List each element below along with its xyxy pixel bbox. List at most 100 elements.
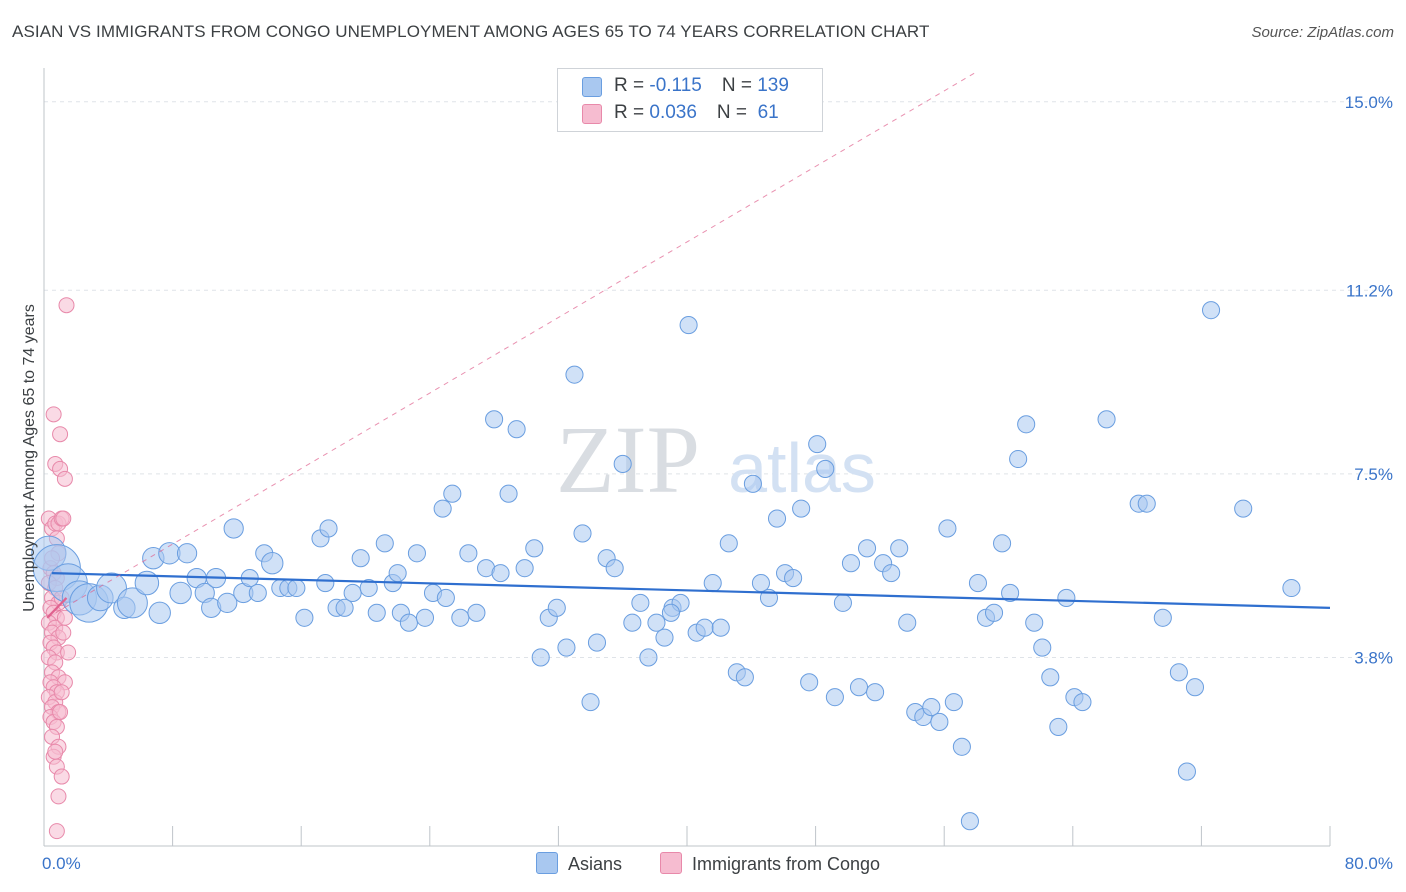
asian-point [1282, 578, 1301, 598]
asian-point [261, 552, 284, 575]
y-tick-label: 11.2% [1346, 281, 1393, 300]
asian-point [1185, 678, 1205, 697]
asian-point [148, 601, 171, 624]
asian-point [359, 578, 378, 598]
asian-point [343, 583, 362, 603]
congo-n-label: N = [716, 102, 753, 123]
asian-point [661, 603, 680, 622]
asian-point [557, 638, 576, 657]
asian-point [399, 613, 418, 632]
asian-point [499, 484, 518, 503]
asian-point [922, 698, 941, 717]
tick-labels: 3.8% 7.5% 11.2% 15.0% 0.0% 80.0% [42, 93, 1393, 873]
asian-point [703, 573, 722, 593]
asian-point [816, 459, 835, 478]
asian-point [116, 587, 148, 619]
asian-point [443, 484, 462, 503]
asian-point [565, 365, 584, 384]
bottom-asians-label: Asians [568, 854, 623, 874]
asian-point [467, 603, 486, 622]
bottom-congo-label: Immigrants from Congo [692, 854, 881, 874]
x-tick-label: 0.0% [42, 854, 81, 873]
asian-point [952, 737, 971, 756]
congo-swatch [582, 104, 602, 124]
congo-point [52, 704, 69, 721]
asian-point [613, 454, 632, 474]
asian-point [767, 509, 787, 528]
asian-point [984, 603, 1004, 622]
asian-point [647, 613, 666, 632]
asian-point [507, 420, 526, 439]
asian-point [993, 534, 1012, 553]
watermark: ZIP atlas [556, 406, 876, 513]
asian-point [581, 693, 600, 712]
asians-r-label: R = [614, 75, 650, 96]
asian-point [1049, 717, 1068, 736]
asian-point [623, 613, 642, 632]
asian-point [743, 474, 762, 493]
asian-point [605, 559, 624, 578]
asian-point [898, 613, 917, 632]
asian-point [375, 534, 394, 553]
asian-point [751, 573, 770, 593]
asian-point [1001, 583, 1020, 603]
watermark-atlas: atlas [728, 429, 876, 507]
asian-point [784, 569, 803, 588]
congo-point [56, 470, 73, 487]
asian-point [930, 712, 949, 732]
bottom-legend-congo: Immigrants from Congo [660, 852, 880, 875]
congo-point [55, 510, 72, 527]
asian-point [525, 539, 544, 558]
asian-point [319, 519, 338, 538]
asian-point [459, 544, 478, 563]
correlation-legend: R = -0.115 N = 139 R = 0.036 N = 61 [557, 68, 823, 132]
asian-point [223, 518, 244, 539]
congo-r-value: 0.036 [649, 102, 697, 123]
asian-point [1097, 410, 1116, 429]
congo-point [60, 644, 77, 661]
asian-point [485, 410, 504, 429]
asian-point [792, 499, 811, 518]
asian-point [176, 543, 198, 564]
asian-point [451, 608, 470, 627]
asians-r-value: -0.115 [649, 75, 702, 96]
asian-point [287, 578, 306, 598]
asian-point [968, 573, 988, 593]
congo-point [53, 684, 70, 701]
y-tick-label: 15.0% [1345, 93, 1393, 112]
asian-point [849, 678, 869, 697]
bottom-legend-asians: Asians [536, 852, 622, 875]
congo-point [45, 406, 62, 423]
trend-lines [46, 71, 1331, 619]
asian-point [547, 598, 566, 617]
asian-trend-line [52, 572, 1331, 609]
asian-point [316, 573, 335, 593]
asian-point [1057, 588, 1076, 607]
y-axis-label: Unemployment Among Ages 65 to 74 years [21, 304, 38, 612]
asian-point [1234, 499, 1253, 518]
asian-point [800, 673, 819, 692]
asian-point [134, 570, 160, 596]
asian-point [695, 618, 714, 637]
asian-point [335, 598, 354, 617]
asian-point [890, 539, 909, 558]
asian-point [587, 633, 607, 652]
asian-point [491, 564, 510, 583]
asian-point [655, 628, 674, 647]
asian-point [1201, 301, 1221, 320]
congo-point [48, 823, 65, 840]
asian-point [169, 581, 192, 605]
asian-point [833, 593, 852, 612]
asian-point [639, 648, 658, 667]
asian-point [679, 315, 698, 335]
asian-point [938, 519, 957, 538]
asian-point [1009, 449, 1028, 469]
bottom-congo-swatch [660, 852, 682, 874]
asian-point [295, 608, 314, 627]
asian-point [882, 564, 901, 583]
asian-point [944, 693, 963, 712]
congo-point [50, 788, 67, 805]
asian-point [388, 564, 407, 583]
congo-trend-line [46, 597, 68, 619]
